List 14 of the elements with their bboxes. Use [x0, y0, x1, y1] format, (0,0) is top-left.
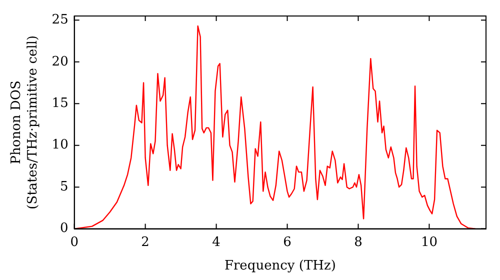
x-tick-label: 2 — [141, 234, 150, 250]
x-tick-label: 10 — [420, 234, 438, 250]
y-axis-title: Phonon DOS (States/THz·primitive cell) — [8, 35, 41, 210]
x-axis-title: Frequency (THz) — [224, 258, 336, 274]
x-tick-label: 0 — [70, 234, 78, 250]
x-tick-label: 8 — [354, 234, 362, 250]
x-tick-label: 6 — [283, 234, 292, 250]
y-tick-label: 15 — [52, 96, 68, 111]
y-tick-label: 20 — [52, 54, 68, 70]
y-tick-label: 25 — [52, 12, 68, 28]
x-tick-label: 4 — [212, 234, 220, 250]
y-tick-label: 5 — [60, 179, 68, 194]
y-tick-label: 0 — [60, 221, 68, 236]
y-tick-label: 10 — [52, 138, 68, 153]
